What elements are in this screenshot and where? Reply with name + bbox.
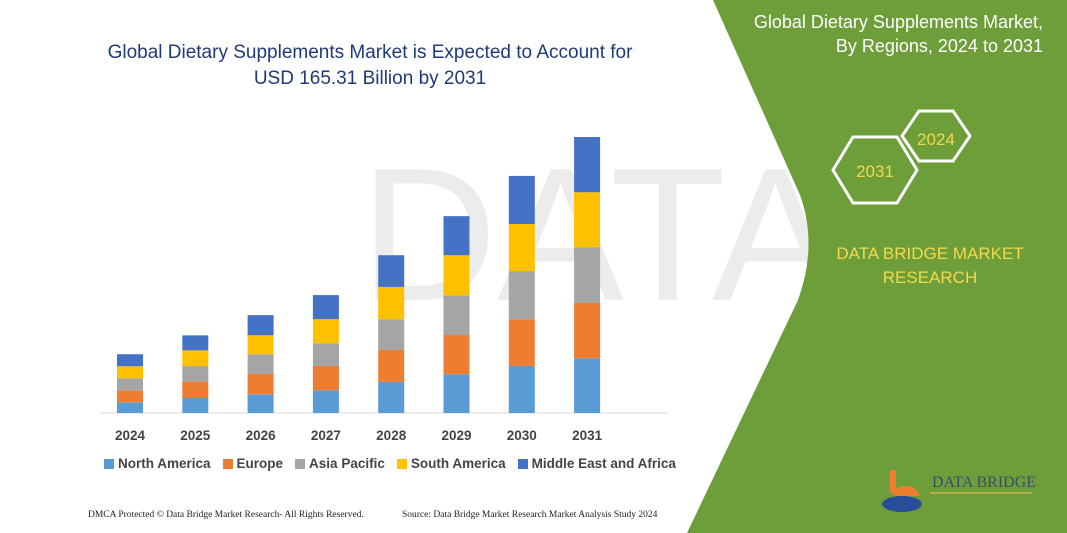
brand-text: DATA BRIDGE MARKET RESEARCH	[800, 242, 1060, 290]
x-tick-label: 2028	[376, 428, 407, 443]
bar-segment-2029-asia-pacific	[443, 295, 470, 336]
legend-item: Middle East and Africa	[517, 456, 676, 471]
legend-swatch	[295, 458, 306, 469]
bar-segment-2031-asia-pacific	[574, 247, 601, 303]
bar-segment-2026-asia-pacific	[247, 354, 274, 374]
brand-line-1: DATA BRIDGE MARKET	[836, 244, 1024, 263]
logo-text: DATA BRIDGE	[932, 474, 1037, 491]
bar-segment-2026-south-america	[247, 335, 274, 355]
logo-icon	[882, 470, 922, 512]
bar-segment-2027-south-america	[312, 319, 339, 344]
x-tick-label: 2025	[180, 428, 211, 443]
bar-segment-2027-middle-east-and-africa	[312, 295, 339, 320]
bar-segment-2024-middle-east-and-africa	[117, 354, 143, 367]
bar-segment-2025-middle-east-and-africa	[182, 335, 209, 351]
x-tick-label: 2026	[246, 428, 277, 443]
bar-segment-2026-europe	[247, 373, 274, 395]
bar-segment-2027-north-america	[312, 390, 339, 413]
side-title: Global Dietary Supplements Market, By Re…	[703, 10, 1043, 58]
legend: North America Europe Asia Pacific South Ame…	[104, 456, 676, 471]
bar-segment-2030-middle-east-and-africa	[508, 175, 535, 224]
bar-segment-2026-north-america	[247, 394, 274, 413]
footer-copyright: DMCA Protected © Data Bridge Market Rese…	[88, 510, 364, 520]
bar-segment-2031-middle-east-and-africa	[574, 137, 601, 193]
hex-2031-label: 2031	[856, 162, 894, 181]
legend-label: Asia Pacific	[309, 456, 385, 471]
bar-segment-2030-europe	[508, 319, 535, 366]
bar-segment-2028-europe	[378, 349, 405, 382]
x-tick-label: 2029	[441, 428, 471, 443]
bar-segment-2029-north-america	[443, 374, 470, 413]
legend-label: South America	[410, 456, 506, 471]
side-title-line-2: By Regions, 2024 to 2031	[835, 36, 1043, 56]
bar-segment-2028-south-america	[378, 286, 405, 320]
x-tick-label: 2027	[311, 428, 341, 443]
legend-item: North America	[104, 456, 211, 471]
bar-segment-2028-north-america	[378, 381, 405, 413]
bar-segment-2027-asia-pacific	[312, 343, 339, 366]
legend-swatch	[222, 458, 233, 469]
bar-segment-2031-north-america	[574, 358, 601, 413]
hex-2024-label: 2024	[917, 130, 955, 149]
x-tick-label: 2030	[507, 428, 537, 443]
legend-item: Asia Pacific	[295, 456, 385, 471]
green-panel	[687, 0, 1067, 533]
hexagon-2024	[900, 109, 972, 163]
bar-segment-2031-europe	[574, 302, 601, 359]
hexagon-2031	[831, 135, 919, 205]
bar-segment-2026-middle-east-and-africa	[247, 315, 274, 336]
bar-segment-2029-europe	[443, 335, 470, 375]
page-title: Global Dietary Supplements Market is Exp…	[60, 40, 680, 92]
legend-item: South America	[396, 456, 506, 471]
bar-segment-2029-middle-east-and-africa	[443, 216, 470, 256]
bar-segment-2024-europe	[117, 390, 143, 403]
bar-segment-2024-asia-pacific	[117, 378, 143, 391]
bar-segment-2025-asia-pacific	[182, 366, 209, 382]
bar-segment-2028-middle-east-and-africa	[378, 255, 405, 287]
legend-swatch	[104, 458, 114, 469]
x-tick-label: 2024	[115, 428, 146, 443]
side-title-line-1: Global Dietary Supplements Market,	[753, 12, 1043, 32]
plot-area: 2024 2025 2026 2027 2028 2029 2030 2031	[100, 137, 668, 443]
bar-segment-2029-south-america	[443, 255, 470, 296]
bar-segment-2025-europe	[182, 381, 209, 398]
title-line-1: Global Dietary Supplements Market is Exp…	[107, 42, 633, 63]
bar-segment-2025-south-america	[182, 350, 209, 367]
bar-segment-2030-north-america	[508, 365, 535, 413]
x-tick-label: 2031	[572, 428, 603, 443]
bar-segment-2024-north-america	[117, 402, 143, 413]
bar-segment-2031-south-america	[574, 192, 601, 248]
bar-segment-2024-south-america	[117, 366, 143, 379]
legend-label: Middle East and Africa	[531, 456, 676, 471]
footer-source: Source: Data Bridge Market Research Mark…	[402, 510, 658, 520]
legend-label: Europe	[236, 456, 284, 471]
legend-swatch	[517, 458, 528, 469]
brand-line-2: RESEARCH	[882, 268, 978, 287]
bar-segment-2025-north-america	[182, 397, 209, 413]
bar-segment-2028-asia-pacific	[378, 319, 405, 350]
legend-swatch	[396, 458, 407, 469]
legend-label: North America	[118, 456, 211, 471]
bar-segment-2030-asia-pacific	[508, 271, 535, 320]
bar-segment-2030-south-america	[508, 223, 535, 272]
bar-segment-2027-europe	[312, 365, 339, 391]
title-line-2: USD 165.31 Billion by 2031	[253, 68, 487, 89]
legend-item: Europe	[222, 456, 284, 471]
